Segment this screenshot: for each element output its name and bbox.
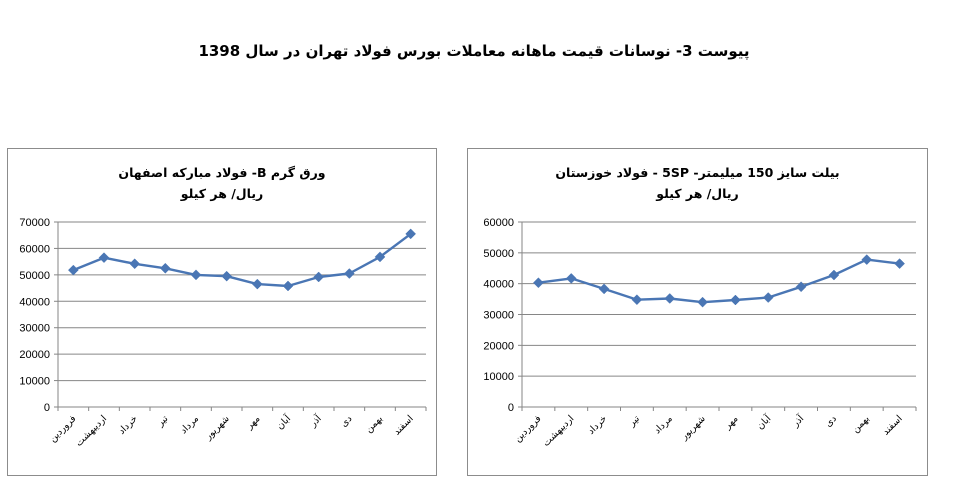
x-tick-label: مهر — [722, 413, 741, 432]
y-tick-label: 50000 — [483, 248, 514, 260]
x-tick-label: تیر — [154, 413, 170, 429]
x-tick-label: دی — [823, 413, 839, 429]
data-point-marker — [374, 251, 386, 263]
x-tick-label: اردیبهشت — [74, 413, 109, 448]
data-point-marker — [894, 258, 905, 269]
x-tick-label: تیر — [626, 413, 642, 429]
x-tick-label: خرداد — [586, 413, 610, 437]
x-tick-label: خرداد — [116, 413, 140, 437]
data-point-marker — [343, 268, 355, 279]
data-point-marker — [697, 296, 708, 308]
x-tick-label: بهمن — [363, 413, 385, 435]
x-tick-label: اردیبهشت — [541, 413, 576, 448]
y-tick-label: 20000 — [483, 340, 514, 352]
chart-title: ورق گرم B- فولاد مبارکه اصفهان — [118, 165, 326, 180]
chart-panel-billet: بیلت سایز 150 میلیمتر- 5SP - فولاد خوزست… — [467, 148, 928, 476]
data-point-marker — [221, 270, 233, 282]
chart-plot-steel-plate: 010000200003000040000500006000070000فرور… — [19, 217, 427, 449]
data-point-marker — [598, 283, 610, 295]
y-tick-label: 60000 — [483, 217, 514, 229]
data-point-marker — [282, 280, 294, 292]
data-point-marker — [159, 262, 171, 274]
y-tick-label: 30000 — [19, 323, 50, 335]
data-point-marker — [98, 252, 110, 264]
series-line — [538, 258, 900, 304]
y-tick-label: 0 — [44, 402, 50, 414]
x-tick-label: مهر — [244, 413, 263, 432]
y-tick-label: 70000 — [19, 217, 50, 229]
x-tick-label: شهریور — [202, 413, 232, 443]
data-point-marker — [129, 258, 141, 270]
x-tick-label: بهمن — [850, 413, 872, 435]
y-tick-label: 10000 — [19, 376, 50, 388]
y-tick-label: 30000 — [483, 310, 514, 322]
x-tick-label: مرداد — [178, 413, 201, 436]
chart-title: بیلت سایز 150 میلیمتر- 5SP - فولاد خوزست… — [555, 165, 840, 180]
data-point-marker — [405, 228, 417, 240]
x-tick-label: اسفند — [392, 413, 416, 437]
data-point-marker — [67, 264, 79, 276]
data-point-marker — [533, 277, 544, 289]
data-point-marker — [251, 278, 263, 290]
data-point-marker — [190, 269, 202, 281]
x-tick-label: دی — [338, 413, 354, 429]
y-tick-label: 20000 — [19, 349, 50, 361]
x-tick-label: مرداد — [652, 413, 675, 436]
x-tick-label: فروردین — [512, 413, 543, 444]
series-line — [72, 232, 412, 288]
chart-subtitle: ریال/ هر کیلو — [180, 186, 264, 201]
y-tick-label: 10000 — [483, 371, 514, 383]
x-tick-label: آذر — [306, 412, 324, 430]
x-tick-label: آبان — [273, 412, 293, 432]
x-tick-label: اسفند — [880, 413, 904, 437]
y-tick-label: 40000 — [19, 296, 50, 308]
data-point-marker — [730, 294, 741, 306]
data-point-marker — [795, 281, 807, 293]
y-tick-label: 0 — [508, 402, 514, 414]
y-tick-label: 40000 — [483, 279, 514, 291]
y-tick-label: 50000 — [19, 270, 50, 282]
data-point-marker — [828, 269, 840, 281]
y-tick-label: 60000 — [19, 243, 50, 255]
data-point-marker — [861, 254, 873, 265]
x-tick-label: شهریور — [678, 413, 708, 443]
x-tick-label: آبان — [753, 412, 773, 432]
data-point-marker — [565, 273, 577, 284]
x-tick-label: آذر — [788, 412, 806, 430]
chart-panel-steel-plate: ورق گرم B- فولاد مبارکه اصفهان ریال/ هر … — [7, 148, 437, 476]
data-point-marker — [664, 293, 676, 304]
chart-plot-billet: 0 10000 20000 30000 40000 50000 60000 فروردینار… — [483, 217, 917, 449]
data-point-marker — [313, 271, 325, 283]
data-point-marker — [631, 294, 643, 306]
chart-subtitle: ریال/ هر کیلو — [656, 186, 739, 201]
page-title: پیوست 3- نوسانات قیمت ماهانه معاملات بور… — [198, 42, 750, 60]
data-point-marker — [762, 292, 774, 303]
